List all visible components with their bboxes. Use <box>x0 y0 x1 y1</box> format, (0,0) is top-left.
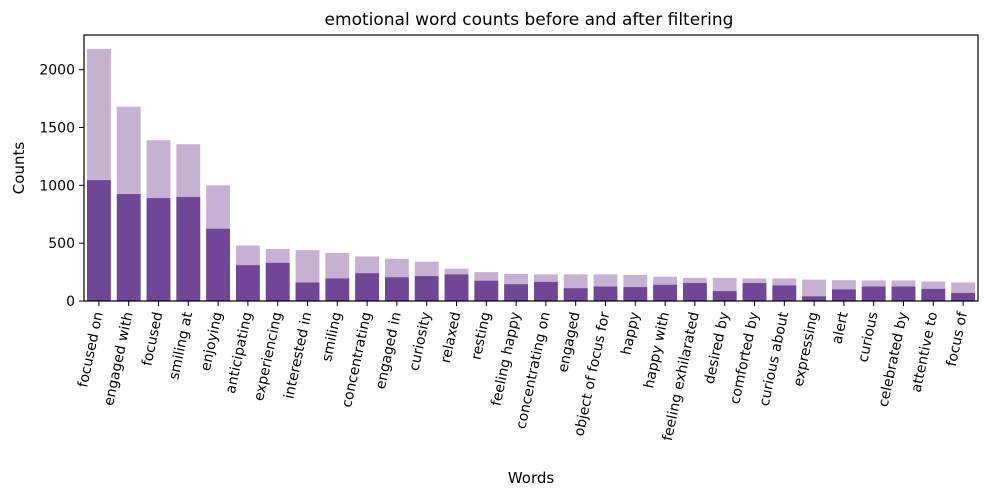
y-axis: 0 500 1000 1500 2000 <box>39 63 84 310</box>
bar-series-2-2 <box>146 198 171 301</box>
x-tick-label-11: curiosity <box>407 311 435 373</box>
y-axis-label: Counts <box>10 142 28 195</box>
x-tick-label-7: interested in <box>281 311 315 401</box>
bar-series-2-25 <box>831 289 856 301</box>
bars-group <box>86 48 976 301</box>
x-tick-label-12: relaxed <box>438 311 464 365</box>
x-tick-label-16: engaged <box>555 311 583 374</box>
y-tick-label-2: 1000 <box>39 178 75 194</box>
bar-series-2-21 <box>712 291 737 301</box>
x-tick-label-10: engaged in <box>373 311 405 391</box>
x-tick-label-21: desired by <box>702 311 733 386</box>
bar-series-2-13 <box>474 280 499 301</box>
bar-series-2-5 <box>235 265 260 301</box>
bar-series-2-24 <box>802 296 827 301</box>
x-tick-label-27: celebrated by <box>876 311 912 409</box>
x-tick-label-24: expressing <box>791 311 822 389</box>
x-tick-label-14: feeling happy <box>488 311 524 408</box>
bar-series-2-29 <box>951 292 976 301</box>
bar-series-2-4 <box>206 228 231 301</box>
x-tick-label-3: smiling at <box>166 310 196 381</box>
y-tick-label-0: 0 <box>66 294 75 310</box>
bar-series-2-7 <box>295 282 320 301</box>
bar-series-2-16 <box>563 288 588 301</box>
bar-series-2-3 <box>176 196 201 301</box>
x-tick-label-25: alert <box>829 310 851 345</box>
bar-series-2-27 <box>891 286 916 301</box>
bar-series-2-23 <box>772 285 797 301</box>
bar-series-2-26 <box>861 286 886 301</box>
plot-frame <box>83 34 979 302</box>
x-tick-label-18: happy <box>619 311 644 357</box>
x-tick-label-4: enjoying <box>198 311 226 373</box>
bar-series-2-14 <box>504 284 529 301</box>
bar-series-2-1 <box>116 194 141 301</box>
x-tick-label-22: comforted by <box>727 311 762 406</box>
bar-series-2-19 <box>653 284 678 301</box>
x-tick-label-26: curious <box>855 311 881 364</box>
x-tick-label-13: resting <box>468 311 494 362</box>
y-tick-label-4: 2000 <box>39 63 75 79</box>
bar-series-2-18 <box>623 287 648 301</box>
x-tick-label-2: focused <box>139 311 166 368</box>
x-tick-label-1: engaged with <box>101 311 137 408</box>
bar-series-2-20 <box>682 283 707 301</box>
bar-series-2-15 <box>533 281 558 301</box>
x-tick-label-6: experiencing <box>251 311 285 403</box>
x-tick-label-9: concentrating <box>339 311 375 409</box>
x-tick-label-19: happy with <box>641 311 673 390</box>
bar-series-2-12 <box>444 274 469 301</box>
x-tick-label-5: anticipating <box>223 311 256 396</box>
bar-series-2-22 <box>742 283 767 301</box>
bar-series-2-28 <box>921 288 946 301</box>
chart-title: emotional word counts before and after f… <box>325 10 734 30</box>
bar-series-2-8 <box>325 278 350 301</box>
y-tick-label-3: 1500 <box>39 121 75 137</box>
bar-series-1-24 <box>802 279 827 301</box>
bar-series-2-10 <box>384 277 409 301</box>
x-tick-label-0: focused on <box>75 311 107 389</box>
bar-series-2-0 <box>86 180 111 301</box>
x-tick-label-28: attentive to <box>909 311 942 394</box>
x-axis-label: Words <box>508 469 555 487</box>
bar-series-2-17 <box>593 286 618 301</box>
y-tick-label-1: 500 <box>48 236 75 252</box>
x-tick-label-29: focus of <box>944 309 971 367</box>
bar-series-2-6 <box>265 262 290 301</box>
x-tick-label-8: smiling <box>319 311 345 364</box>
bar-series-2-9 <box>355 273 380 301</box>
x-tick-label-23: curious about <box>757 310 793 408</box>
bar-series-2-11 <box>414 276 439 301</box>
